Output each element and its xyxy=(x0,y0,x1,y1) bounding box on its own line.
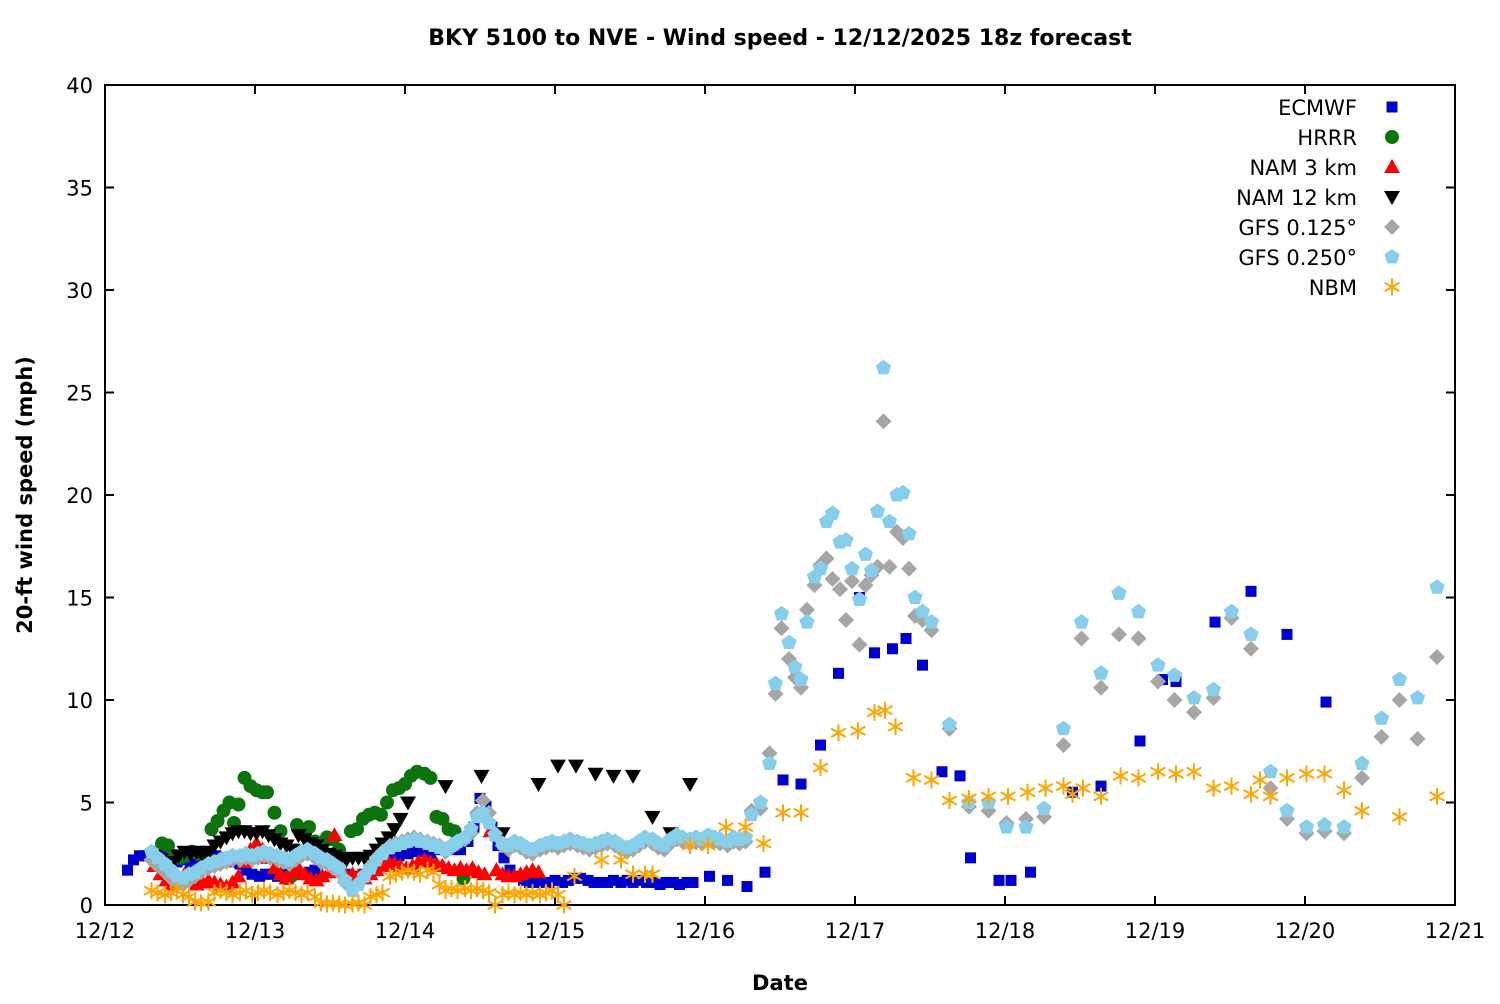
x-axis-title: Date xyxy=(752,971,808,995)
legend-label-nbm: NBM xyxy=(1309,276,1357,300)
y-tick-label: 25 xyxy=(66,382,93,406)
legend-label-ecmwf: ECMWF xyxy=(1278,96,1357,120)
legend-marker-asterisk-icon xyxy=(1384,278,1400,296)
plot-axes: 0 5 10 15 20 25 30 35 40 12/12 12/13 12/14 12/15 12/1… xyxy=(66,74,1485,943)
legend-label-gfs-0-125-: GFS 0.125° xyxy=(1238,216,1357,240)
legend-label-gfs-0-250-: GFS 0.250° xyxy=(1238,246,1357,270)
y-tick-label: 5 xyxy=(80,792,93,816)
chart-legend: ECMWF HRRR NAM 3 km NAM 12 km GFS 0.125° GFS … xyxy=(1236,96,1400,300)
x-tick-label: 12/14 xyxy=(375,919,436,943)
legend-marker-triangle-up-icon xyxy=(1384,159,1400,173)
legend-label-nam-3-km: NAM 3 km xyxy=(1249,156,1357,180)
series-gfs-0-250- xyxy=(143,359,1445,898)
legend-marker-triangle-down-icon xyxy=(1384,191,1400,205)
y-tick-label: 0 xyxy=(80,894,93,918)
x-tick-label: 12/20 xyxy=(1275,919,1336,943)
chart-title: BKY 5100 to NVE - Wind speed - 12/12/202… xyxy=(428,26,1132,51)
y-tick-label: 10 xyxy=(66,689,93,713)
y-axis-title: 20-ft wind speed (mph) xyxy=(13,356,37,634)
legend-marker-pentagon-icon xyxy=(1384,249,1400,264)
y-tick-label: 35 xyxy=(66,177,93,201)
series-gfs-0-125- xyxy=(143,413,1445,897)
legend-label-hrrr: HRRR xyxy=(1297,126,1357,150)
x-tick-label: 12/16 xyxy=(675,919,736,943)
x-tick-label: 12/19 xyxy=(1125,919,1186,943)
series-nbm xyxy=(143,701,1445,914)
x-tick-label: 12/13 xyxy=(225,919,286,943)
x-tick-label: 12/15 xyxy=(525,919,586,943)
legend-marker-circle-icon xyxy=(1385,130,1399,144)
y-tick-label: 30 xyxy=(66,279,93,303)
x-tick-label: 12/21 xyxy=(1425,919,1486,943)
legend-label-nam-12-km: NAM 12 km xyxy=(1236,186,1357,210)
legend-marker-diamond-icon xyxy=(1384,219,1400,235)
x-tick-label: 12/18 xyxy=(975,919,1036,943)
legend-marker-square-icon xyxy=(1386,101,1398,113)
y-tick-label: 40 xyxy=(66,74,93,98)
x-tick-label: 12/17 xyxy=(825,919,886,943)
x-tick-label: 12/12 xyxy=(75,919,136,943)
series-nam-12-km xyxy=(146,759,698,881)
y-tick-label: 20 xyxy=(66,484,93,508)
series-layer xyxy=(122,359,1445,914)
y-tick-label: 15 xyxy=(66,587,93,611)
